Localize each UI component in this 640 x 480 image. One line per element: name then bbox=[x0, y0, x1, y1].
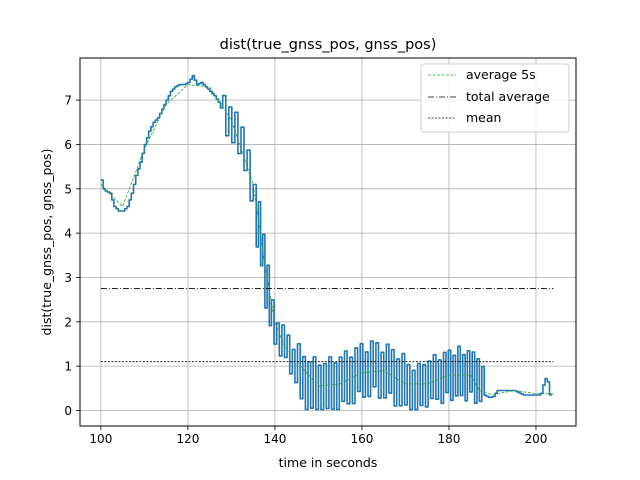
y-axis-label: dist(true_gnss_pos, gnss_pos) bbox=[39, 149, 54, 336]
legend-label-total-average: total average bbox=[466, 89, 550, 104]
y-tick-label: 6 bbox=[64, 138, 72, 152]
x-axis-label: time in seconds bbox=[279, 455, 378, 470]
axis-ticks: 100 120 140 160 180 200 0 1 2 3 4 5 6 7 bbox=[64, 94, 547, 446]
x-tick-label: 100 bbox=[89, 432, 112, 446]
x-tick-label: 140 bbox=[263, 432, 286, 446]
x-tick-label: 120 bbox=[176, 432, 199, 446]
y-tick-label: 5 bbox=[64, 182, 72, 196]
series-line-signal bbox=[100, 74, 553, 411]
legend-box bbox=[420, 63, 570, 133]
y-tick-label: 3 bbox=[64, 271, 72, 285]
series-line-average-5s bbox=[100, 84, 554, 396]
x-tick-label: 200 bbox=[525, 432, 548, 446]
axes-frame bbox=[79, 57, 577, 427]
y-tick-label: 7 bbox=[64, 94, 72, 108]
y-tick-label: 1 bbox=[64, 360, 72, 374]
x-tick-label: 180 bbox=[438, 432, 461, 446]
legend: average 5s total average mean bbox=[420, 63, 570, 133]
y-tick-label: 2 bbox=[64, 315, 72, 329]
plot-area bbox=[100, 74, 554, 411]
legend-label-average-5s: average 5s bbox=[466, 67, 536, 82]
grid-lines bbox=[80, 58, 576, 426]
y-tick-label: 0 bbox=[64, 404, 72, 418]
legend-label-mean: mean bbox=[466, 110, 501, 125]
chart-title: dist(true_gnss_pos, gnss_pos) bbox=[220, 37, 437, 53]
y-tick-label: 4 bbox=[64, 227, 72, 241]
x-tick-label: 160 bbox=[350, 432, 373, 446]
